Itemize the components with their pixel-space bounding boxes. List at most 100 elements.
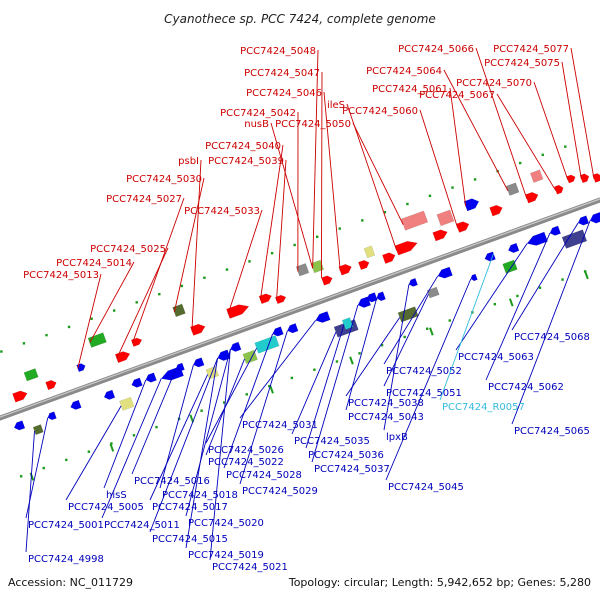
forward-gene-shape (363, 245, 376, 259)
reverse-gene-shape (484, 251, 496, 262)
reverse-gene-label-leader (511, 220, 591, 425)
map-title: Cyanothece sp. PCC 7424, complete genome (164, 12, 436, 26)
reverse-gene (549, 225, 561, 236)
reverse-gene-shape (175, 362, 185, 372)
forward-gene-shape (23, 368, 39, 382)
reverse-gene (242, 349, 258, 364)
reverse-gene (470, 273, 478, 282)
forward-gene-label: PCC7424_5039 (208, 156, 284, 167)
reverse-gene-label: PCC7424_5068 (514, 332, 590, 343)
reverse-gene (70, 399, 82, 410)
forward-gene (358, 259, 370, 271)
reverse-gene-label-leader (239, 320, 316, 419)
reverse-ring-dot (313, 368, 316, 371)
reverse-gene (131, 377, 143, 388)
reverse-gene-label-leader (291, 331, 337, 435)
forward-gene-label: PCC7424_5047 (244, 68, 320, 79)
forward-ring-dot (67, 325, 71, 329)
reverse-gene-label: PCC7424_5045 (388, 482, 464, 493)
reverse-gene (272, 326, 284, 337)
forward-gene (310, 259, 325, 274)
forward-ring-dot (45, 333, 48, 337)
reverse-gene-label-leader (345, 317, 401, 397)
forward-ring-dot (225, 268, 229, 271)
reverse-gene-shape (47, 411, 57, 421)
forward-gene-label: PCC7424_5061 (372, 84, 448, 95)
reverse-gene-label: PCC7424_5036 (308, 450, 384, 461)
reverse-gene-label-leader (149, 357, 219, 533)
reverse-gene-shape (549, 225, 561, 236)
reverse-gene-label: PCC7424_5015 (152, 534, 228, 545)
reverse-gene-label-leader (205, 358, 245, 456)
reverse-gene-label-leader (385, 278, 472, 481)
reverse-gene-label-leader (149, 374, 209, 501)
reverse-gene-label: PCC7424_5052 (386, 366, 462, 377)
scale-tick (349, 356, 354, 365)
forward-gene-shape (295, 263, 310, 277)
forward-gene-label: PCC7424_5067 (419, 90, 495, 101)
forward-gene-shape (358, 259, 370, 271)
reverse-ring-dot (222, 401, 226, 404)
reverse-gene-label: PCC7424_5035 (294, 436, 370, 447)
reverse-ring-dot (200, 409, 203, 412)
reverse-gene-shape (507, 242, 520, 254)
reverse-gene-shape (341, 317, 354, 330)
forward-ring-dot (383, 211, 387, 214)
forward-gene-label: PCC7424_5030 (126, 174, 202, 185)
forward-gene-label: PCC7424_5064 (366, 66, 442, 77)
forward-gene (566, 174, 576, 184)
forward-gene-shape (529, 169, 544, 183)
rna-gene-label: PCC7424_R0057 (442, 402, 525, 413)
forward-gene-label: PCC7424_5048 (240, 46, 316, 57)
reverse-gene-shape (13, 420, 26, 431)
reverse-gene-label-leader (185, 349, 231, 517)
forward-gene-shape (87, 332, 107, 348)
forward-gene-label: PCC7424_5070 (456, 78, 532, 89)
reverse-gene-label: PCC7424_5018 (162, 490, 238, 501)
forward-gene-shape (394, 241, 418, 256)
reverse-gene (397, 306, 419, 323)
forward-gene-label: PCC7424_5013 (23, 270, 99, 281)
forward-gene (274, 294, 287, 305)
forward-gene-shape (338, 264, 352, 276)
forward-ring-dot (203, 276, 206, 279)
forward-ring-dot (315, 235, 319, 238)
reverse-gene-label-leader (345, 298, 378, 411)
reverse-gene-label-leader (185, 358, 219, 549)
reverse-gene-label-leader (25, 430, 35, 553)
reverse-gene-label: hisS (106, 490, 127, 501)
forward-gene-label-leader (496, 93, 557, 191)
forward-ring-dot (0, 350, 3, 353)
forward-gene (579, 173, 590, 184)
forward-gene-label-leader (116, 247, 169, 359)
reverse-ring-dot (155, 425, 158, 429)
reverse-ring-dot (19, 475, 23, 478)
forward-gene-shape (226, 304, 250, 319)
scale-tick (584, 271, 589, 280)
forward-ring-dot (361, 219, 364, 222)
forward-gene-shape (45, 379, 57, 391)
reverse-ring-dot (110, 442, 113, 445)
reverse-gene-label-leader (103, 379, 147, 489)
reverse-gene (376, 291, 386, 302)
forward-gene-label-leader (89, 261, 135, 344)
reverse-gene-shape (272, 326, 284, 337)
forward-gene-shape (190, 323, 206, 336)
forward-ring-dot (428, 194, 432, 198)
forward-gene-label-leader (276, 159, 287, 301)
reverse-gene-label: PCC7424_5011 (104, 520, 180, 531)
reverse-gene-label-leader (101, 378, 162, 519)
reverse-ring-dot (516, 294, 519, 298)
reverse-gene (145, 372, 157, 383)
forward-gene (190, 323, 206, 336)
genome-backbone-highlight (0, 198, 600, 418)
reverse-gene-shape (254, 335, 280, 354)
reverse-gene-shape (145, 372, 157, 383)
reverse-gene-label-leader (159, 364, 194, 489)
reverse-ring-dot (426, 327, 429, 330)
reverse-gene-shape (315, 311, 331, 323)
forward-gene-label: PCC7424_5014 (56, 258, 132, 269)
forward-ring-dot (180, 284, 184, 288)
forward-gene (554, 184, 564, 195)
forward-gene (455, 221, 470, 233)
